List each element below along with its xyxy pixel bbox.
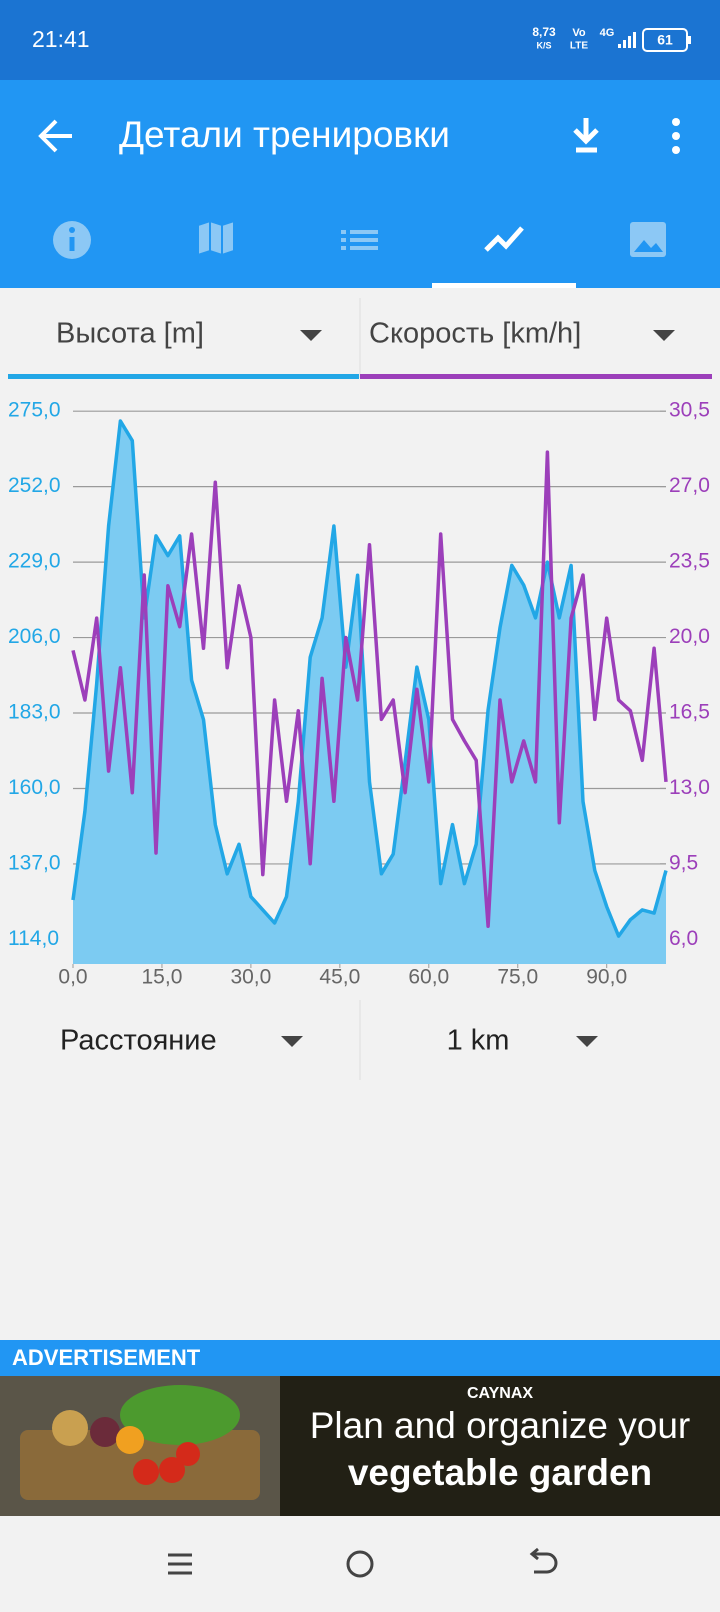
x-tick-label: 0,0 bbox=[58, 966, 87, 989]
y-tick-label: 275,0 bbox=[8, 399, 61, 422]
ad-headline: vegetable garden bbox=[348, 1452, 652, 1493]
tab-indicator bbox=[432, 283, 576, 288]
ad-banner[interactable] bbox=[0, 1376, 720, 1516]
y-tick-label: 252,0 bbox=[8, 474, 61, 497]
ad-header bbox=[0, 1340, 720, 1376]
y-tick-label: 206,0 bbox=[8, 625, 61, 648]
signal-icon bbox=[618, 32, 636, 48]
x-tick-label: 75,0 bbox=[497, 966, 538, 989]
tab-list[interactable] bbox=[341, 230, 378, 250]
signal-type: 4G bbox=[600, 27, 615, 39]
right-underline bbox=[360, 374, 712, 379]
nav-home[interactable] bbox=[346, 1550, 374, 1578]
y2-tick-label: 30,5 bbox=[669, 399, 710, 422]
ad-headline: Plan and organize your bbox=[310, 1405, 691, 1446]
x-tick-label: 15,0 bbox=[142, 966, 183, 989]
tab-chart[interactable] bbox=[484, 226, 524, 252]
x-tick-label: 45,0 bbox=[319, 966, 360, 989]
battery-level: 61 bbox=[657, 32, 673, 48]
left-series-selector[interactable]: Высота [m] bbox=[56, 318, 204, 350]
y2-tick-label: 16,5 bbox=[669, 700, 710, 723]
battery-tip bbox=[688, 36, 691, 44]
screen-title: Детали тренировки bbox=[119, 114, 450, 155]
download-button[interactable] bbox=[573, 118, 599, 153]
line bbox=[71, 419, 668, 938]
x-tick-label: 90,0 bbox=[586, 966, 627, 989]
right-series-selector[interactable]: Скорость [km/h] bbox=[369, 318, 581, 350]
tab-photo[interactable] bbox=[630, 222, 666, 257]
line bbox=[71, 450, 668, 929]
net-unit: K/S bbox=[536, 40, 551, 50]
y2-tick-label: 13,0 bbox=[669, 776, 710, 799]
y2-tick-label: 6,0 bbox=[669, 927, 698, 950]
x-axis-selector[interactable]: Расстояние bbox=[60, 1025, 217, 1057]
area bbox=[73, 421, 666, 964]
x-tick-label: 30,0 bbox=[230, 966, 271, 989]
chart: 114,0 137,0 160,0 183,0 206,0 229,0 252,0 275,0… bbox=[8, 399, 710, 989]
status-bar bbox=[0, 0, 720, 80]
x-tick-label: 60,0 bbox=[408, 966, 449, 989]
menu-button[interactable] bbox=[672, 118, 680, 154]
dropdown-arrow bbox=[576, 1036, 598, 1047]
tab-info[interactable] bbox=[53, 221, 91, 259]
y2-tick-label: 27,0 bbox=[669, 474, 710, 497]
nav-menu[interactable] bbox=[168, 1553, 192, 1575]
dropdown-arrow bbox=[300, 330, 322, 341]
volte: Vo bbox=[572, 27, 586, 39]
dropdown-arrow bbox=[653, 330, 675, 341]
nav-back[interactable] bbox=[529, 1547, 558, 1574]
interval-selector[interactable]: 1 km bbox=[447, 1025, 510, 1057]
volte: LTE bbox=[570, 41, 588, 52]
clock: 21:41 bbox=[32, 26, 90, 52]
battery-icon bbox=[642, 28, 688, 52]
app-bar bbox=[0, 80, 720, 288]
left-underline bbox=[8, 374, 359, 379]
y2-tick-label: 23,5 bbox=[669, 550, 710, 573]
y-tick-label: 160,0 bbox=[8, 776, 61, 799]
ad-label: ADVERTISEMENT bbox=[12, 1345, 201, 1370]
y-tick-label: 137,0 bbox=[8, 851, 61, 874]
net-speed: 8,73 bbox=[532, 25, 556, 39]
dropdown-arrow bbox=[281, 1036, 303, 1047]
y-tick-label: 229,0 bbox=[8, 550, 61, 573]
y-tick-label: 114,0 bbox=[8, 927, 59, 950]
y-tick-label: 183,0 bbox=[8, 701, 61, 724]
tab-map[interactable] bbox=[197, 219, 235, 257]
ad-brand: CAYNAX bbox=[467, 1385, 533, 1402]
back-button[interactable] bbox=[38, 119, 72, 153]
y2-tick-label: 20,0 bbox=[669, 625, 710, 648]
y2-tick-label: 9,5 bbox=[669, 851, 698, 874]
